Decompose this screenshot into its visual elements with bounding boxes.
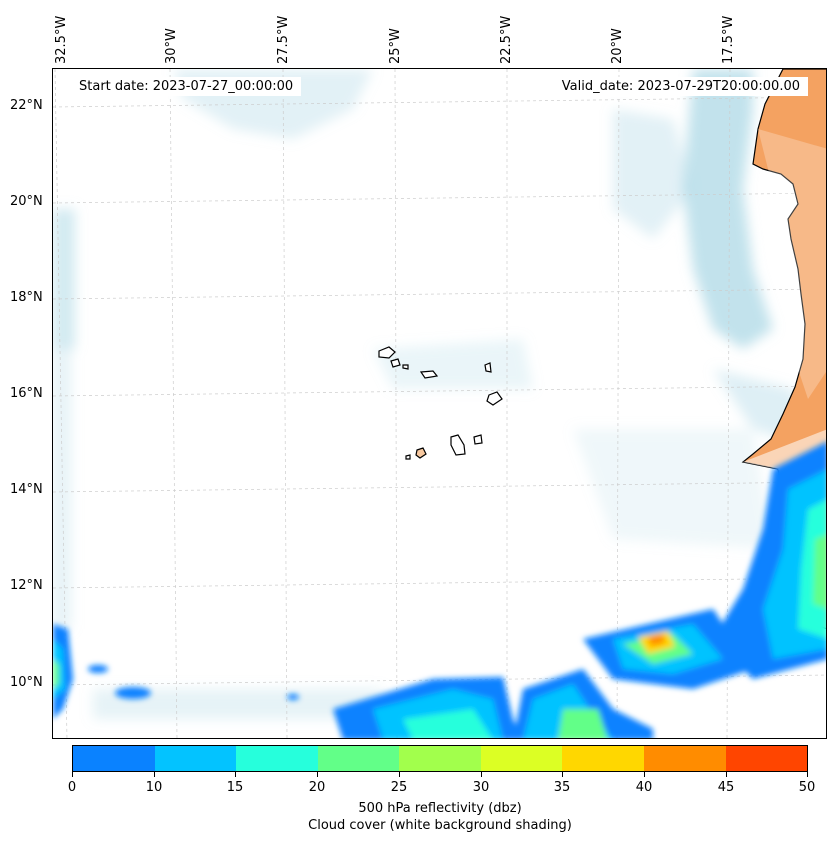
lon-label-30w: 30°W (164, 28, 179, 64)
lon-label-17-5w: 17.5°W (721, 15, 736, 64)
colorbar-segment-6 (562, 746, 644, 771)
colorbar-segment-8 (725, 746, 808, 771)
reflectivity-colorbar (72, 745, 808, 772)
map-panel[interactable]: Start date: 2023-07-27_00:00:00 Valid_da… (52, 68, 827, 739)
colorbar-label-30: 30 (472, 780, 490, 795)
colorbar-label-25: 25 (390, 780, 408, 795)
lon-label-25w: 25°W (388, 28, 403, 64)
colorbar-title: 500 hPa reflectivity (dbz) (358, 801, 522, 816)
lat-label-18n: 18°N (10, 290, 43, 305)
start-date-label: Start date: 2023-07-27_00:00:00 (71, 77, 302, 96)
lon-label-27-5w: 27.5°W (276, 15, 291, 64)
colorbar-label-45: 45 (717, 780, 735, 795)
colorbar-label-35: 35 (553, 780, 571, 795)
lat-label-12n: 12°N (10, 578, 43, 593)
lat-label-20n: 20°N (10, 194, 43, 209)
colorbar-segment-2 (236, 746, 318, 771)
colorbar-segment-0 (73, 746, 155, 771)
lat-label-10n: 10°N (10, 675, 43, 690)
colorbar-tick (235, 772, 236, 777)
lon-label-32-5w: 32.5°W (54, 15, 69, 64)
colorbar-tick (562, 772, 563, 777)
valid-date-label: Valid_date: 2023-07-29T20:00:00.00 (553, 77, 808, 96)
colorbar-tick (807, 772, 808, 777)
colorbar-tick (726, 772, 727, 777)
colorbar-label-50: 50 (798, 780, 816, 795)
colorbar-segment-4 (399, 746, 481, 771)
colorbar-label-0: 0 (67, 780, 77, 795)
lon-label-22-5w: 22.5°W (499, 15, 514, 64)
lat-label-14n: 14°N (10, 482, 43, 497)
reflectivity-layer (53, 442, 826, 738)
lat-label-22n: 22°N (10, 98, 43, 113)
colorbar-segment-1 (154, 746, 237, 771)
map-canvas (53, 69, 826, 738)
colorbar-label-20: 20 (308, 780, 326, 795)
cape-verde-islands (378, 346, 503, 460)
colorbar-label-10: 10 (145, 780, 163, 795)
colorbar-segment-3 (317, 746, 400, 771)
lat-label-16n: 16°N (10, 386, 43, 401)
colorbar-tick (154, 772, 155, 777)
colorbar-tick (481, 772, 482, 777)
colorbar-label-15: 15 (226, 780, 244, 795)
colorbar-label-40: 40 (635, 780, 653, 795)
colorbar-subtitle: Cloud cover (white background shading) (308, 818, 572, 833)
colorbar-tick (644, 772, 645, 777)
lon-label-20w: 20°W (610, 28, 625, 64)
colorbar-segment-5 (480, 746, 563, 771)
colorbar-tick (317, 772, 318, 777)
colorbar-segment-7 (643, 746, 726, 771)
cloud-cover-layer (53, 69, 813, 719)
colorbar-tick (72, 772, 73, 777)
colorbar-tick (399, 772, 400, 777)
